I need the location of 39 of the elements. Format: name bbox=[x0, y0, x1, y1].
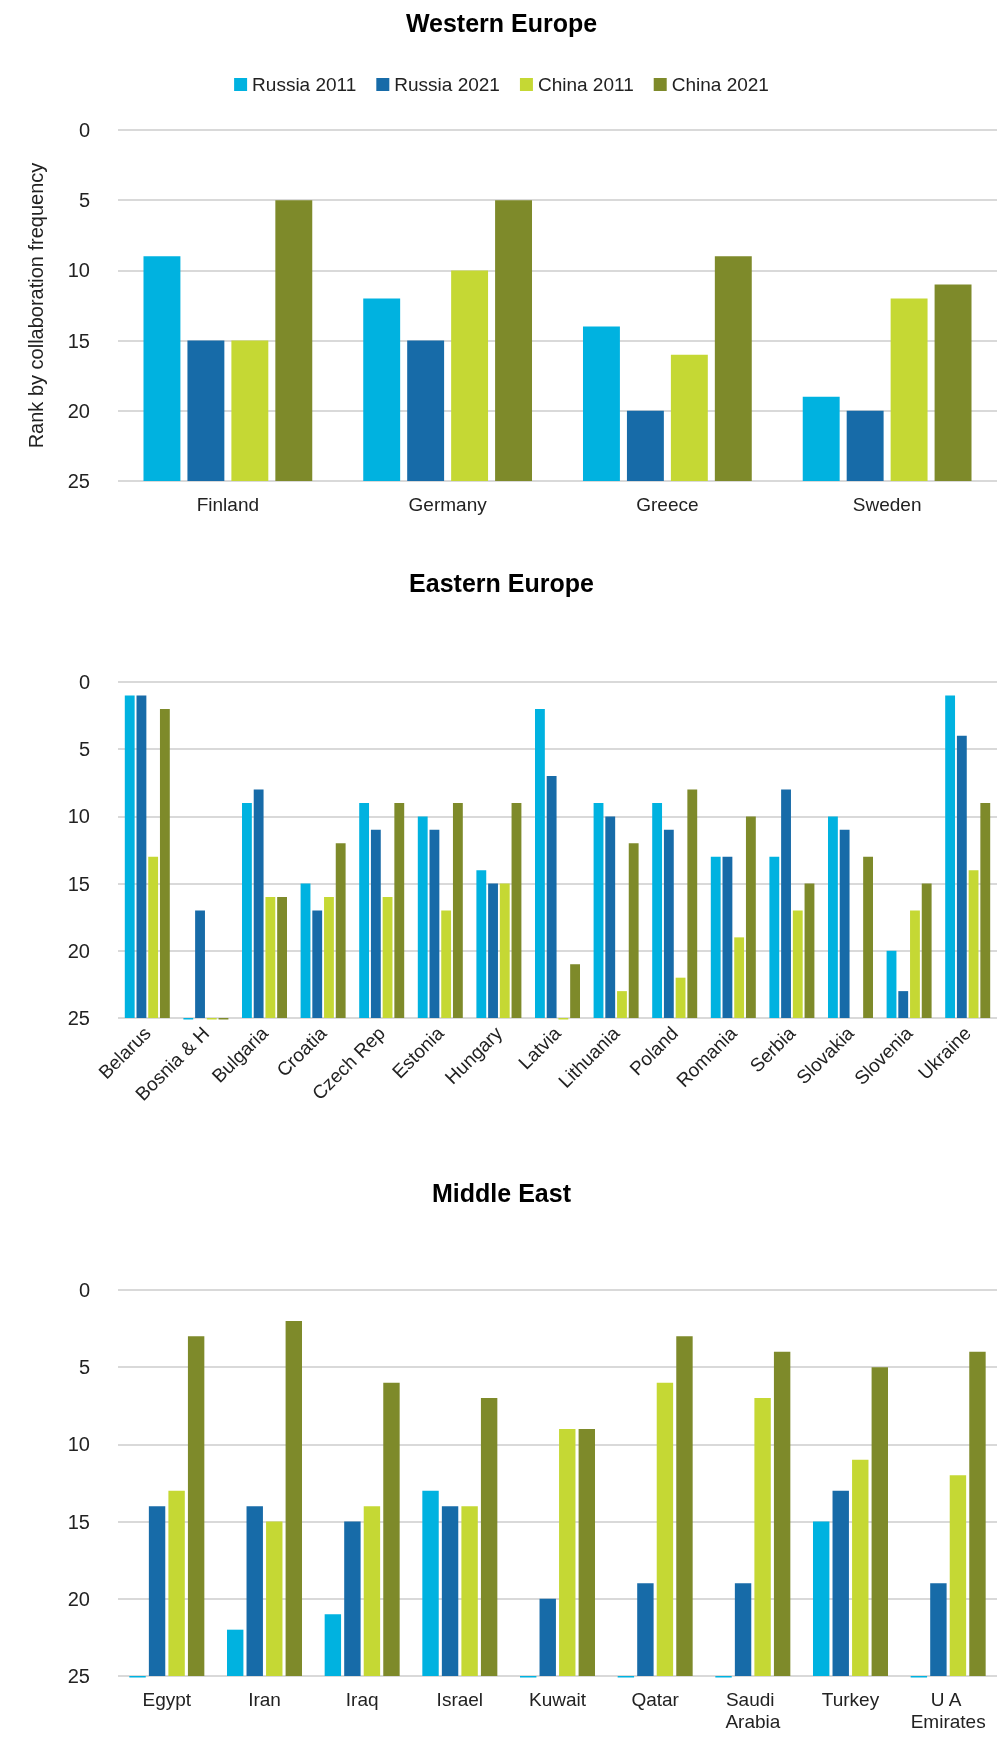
y-tick-label: 0 bbox=[78, 1279, 90, 1301]
x-tick-label: Sweden bbox=[852, 493, 922, 515]
x-tick-label: Finland bbox=[196, 493, 260, 515]
y-tick-label: 20 bbox=[67, 1587, 90, 1610]
legend-label: China 2021 bbox=[671, 74, 769, 95]
y-tick-label: 25 bbox=[67, 1007, 90, 1029]
x-tick-label: Egypt bbox=[142, 1688, 192, 1710]
chart-title: Western Europe bbox=[405, 8, 598, 37]
x-tick-label: Saudi Arabia bbox=[725, 1688, 781, 1732]
x-tick-label: Qatar bbox=[631, 1688, 680, 1710]
y-tick-label: 5 bbox=[78, 738, 90, 761]
y-tick-label: 0 bbox=[78, 671, 90, 693]
legend-label: Russia 2011 bbox=[252, 74, 357, 95]
x-tick-label: Israel bbox=[436, 1688, 484, 1710]
y-tick-label: 5 bbox=[78, 189, 90, 212]
x-tick-label: Greece bbox=[636, 493, 699, 515]
y-tick-label: 20 bbox=[67, 939, 90, 962]
y-tick-label: 15 bbox=[67, 1510, 90, 1533]
y-tick-label: 0 bbox=[78, 119, 90, 141]
x-tick-label: U A Emirates bbox=[910, 1688, 986, 1732]
y-tick-label: 10 bbox=[67, 1433, 90, 1456]
y-axis-title: Rank by collaboration frequency bbox=[25, 162, 47, 449]
legend-label: China 2011 bbox=[537, 74, 634, 95]
x-tick-label: Iran bbox=[248, 1688, 281, 1710]
x-tick-label: Kuwait bbox=[528, 1688, 587, 1710]
y-tick-label: 10 bbox=[67, 805, 90, 828]
chart-title: Eastern Europe bbox=[409, 568, 594, 597]
x-tick-label: Iraq bbox=[345, 1688, 379, 1710]
y-tick-label: 5 bbox=[78, 1356, 90, 1379]
y-tick-label: 10 bbox=[67, 259, 90, 282]
y-tick-label: 25 bbox=[67, 470, 90, 492]
y-tick-label: 15 bbox=[67, 329, 90, 352]
x-tick-label: Turkey bbox=[821, 1688, 880, 1710]
y-tick-label: 15 bbox=[67, 872, 90, 895]
x-tick-label: Germany bbox=[408, 493, 488, 515]
legend-label: Russia 2021 bbox=[394, 74, 500, 95]
y-tick-label: 20 bbox=[67, 399, 90, 422]
chart-title: Middle East bbox=[432, 1178, 572, 1207]
y-tick-label: 25 bbox=[67, 1665, 90, 1687]
